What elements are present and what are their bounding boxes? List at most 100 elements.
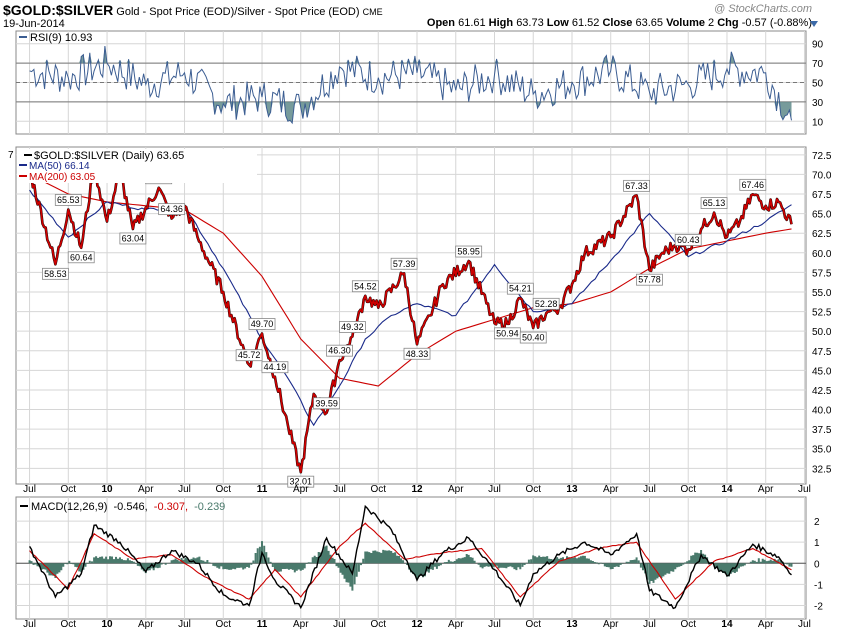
macd-name: MACD(12,26,9) xyxy=(31,501,107,513)
annotation-label: 49.32 xyxy=(341,322,364,332)
volume-label: Volume xyxy=(666,17,705,29)
x-tick-label: Oct xyxy=(216,619,232,630)
price-legend: $GOLD:$SILVER (Daily) 63.65 MA(50) 66.14… xyxy=(17,149,257,183)
annotation-box xyxy=(119,232,147,245)
chart-header: $GOLD:$SILVER Gold - Spot Price (EOD)/Si… xyxy=(3,2,383,18)
price-layer xyxy=(28,165,793,474)
x-tick-label: Jul xyxy=(333,484,346,495)
macd-y-tick-label: 2 xyxy=(814,517,820,528)
macd-line xyxy=(29,504,792,610)
x-tick-label: Jul xyxy=(643,619,656,630)
axis-layer: JulJulOctOct1010AprAprJulJulOctOct1111Ap… xyxy=(8,40,832,630)
x-tick-label: Apr xyxy=(293,484,309,495)
annotation-label: 48.33 xyxy=(406,349,429,359)
ma50-legend-text: MA(50) 66.14 xyxy=(29,161,90,172)
annotation-box xyxy=(390,257,418,270)
price-line xyxy=(28,165,793,474)
watermark: @ StockCharts.com xyxy=(714,3,812,15)
rsi-layer xyxy=(29,45,792,125)
annotation-label: 57.78 xyxy=(638,275,661,285)
x-tick-label: Oct xyxy=(525,484,541,495)
price-annotation: 49.32 xyxy=(339,321,366,333)
annotation-box xyxy=(339,321,366,333)
x-tick-label: Oct xyxy=(680,484,696,495)
annotation-label: 45.72 xyxy=(238,350,261,360)
x-tick-label: 10 xyxy=(101,484,113,495)
price-y-tick-label: 45.0 xyxy=(812,366,832,377)
annotation-label: 39.59 xyxy=(315,398,338,408)
price-y-tick-label: 67.5 xyxy=(812,190,832,201)
price-annotation: 48.33 xyxy=(403,347,431,360)
price-annotation: 58.95 xyxy=(455,245,483,258)
price-y-tick-label: 37.5 xyxy=(812,425,832,436)
open-value: 61.61 xyxy=(458,17,486,29)
annotation-box xyxy=(248,318,276,330)
price-annotation: 67.46 xyxy=(739,178,767,191)
price-annotation: 57.78 xyxy=(636,273,663,286)
price-annotation: 60.64 xyxy=(67,251,95,264)
price-annotation: 39.59 xyxy=(313,397,341,410)
rsi-zone-fill xyxy=(44,46,792,123)
price-annotation: 67.33 xyxy=(623,179,650,192)
rsi-y-tick-label: 50 xyxy=(812,79,824,90)
rsi-y-tick-label: 30 xyxy=(812,98,824,109)
ma200-legend-text: MA(200) 63.05 xyxy=(29,172,96,183)
chg-value: -0.57 (-0.88%) xyxy=(741,17,812,29)
high-label: High xyxy=(488,17,514,29)
price-annotation: 65.13 xyxy=(700,197,728,209)
low-label: Low xyxy=(546,17,569,29)
annotation-label: 50.94 xyxy=(496,328,519,338)
price-annotation: 60.43 xyxy=(674,234,702,246)
signal-line xyxy=(29,522,792,600)
x-tick-label: 13 xyxy=(566,619,578,630)
annotation-label: 65.53 xyxy=(57,195,80,205)
annotation-label: 49.70 xyxy=(251,319,274,329)
grid-layer xyxy=(16,31,806,619)
annotation-box xyxy=(506,282,534,295)
hist-value: -0.239 xyxy=(194,501,225,513)
price-y-tick-label: 65.0 xyxy=(812,210,832,221)
annotation-box xyxy=(158,203,186,216)
symbol-description: Gold - Spot Price (EOD)/Silver - Spot Pr… xyxy=(116,6,360,18)
annotation-box xyxy=(41,267,69,280)
price-annotation: 54.52 xyxy=(351,280,379,293)
close-value: 63.65 xyxy=(635,17,663,29)
price-y-tick-label: 62.5 xyxy=(812,229,832,240)
x-tick-label: Jul xyxy=(178,619,191,630)
annotation-label: 44.19 xyxy=(264,362,287,372)
x-tick-label: 12 xyxy=(411,619,423,630)
x-tick-label: 14 xyxy=(721,619,733,630)
price-annotation: 50.94 xyxy=(494,327,521,340)
macd-legend: MACD(12,26,9) -0.546, -0.307, -0.239 xyxy=(20,501,225,513)
annotation-box xyxy=(519,331,547,344)
annotation-label: 50.40 xyxy=(522,333,545,343)
annotation-label: 46.30 xyxy=(328,346,351,356)
rsi-y-tick-label: 90 xyxy=(812,40,824,51)
x-tick-label: Oct xyxy=(370,484,386,495)
x-tick-label: Apr xyxy=(293,619,309,630)
x-tick-label: Jul xyxy=(798,484,811,495)
price-y-tick-label: 40.0 xyxy=(812,406,832,417)
annotation-box xyxy=(739,178,767,191)
annotation-box xyxy=(235,349,263,362)
dropdown-triangle-icon[interactable] xyxy=(810,21,818,27)
price-annotation: 32.01 xyxy=(287,475,315,488)
symbol: $GOLD:$SILVER xyxy=(3,2,114,18)
annotation-label: 65.13 xyxy=(703,198,726,208)
annotation-label: 60.64 xyxy=(70,252,93,262)
x-tick-label: Oct xyxy=(680,619,696,630)
low-value: 61.52 xyxy=(571,17,600,29)
rsi-line xyxy=(29,45,792,125)
annotation-box xyxy=(403,347,431,360)
annotation-label: 54.52 xyxy=(354,281,377,291)
price-annotation: 64.36 xyxy=(158,203,186,216)
x-tick-label: Jul xyxy=(178,484,191,495)
price-annotation: 58.53 xyxy=(41,267,69,280)
panel-mark: 7 xyxy=(8,150,14,161)
exchange: CME xyxy=(362,7,383,17)
x-tick-label: Apr xyxy=(138,619,154,630)
annotation-box xyxy=(67,251,95,264)
annotation-box xyxy=(351,280,379,293)
annotation-label: 32.01 xyxy=(290,477,313,487)
price-legend-text: $GOLD:$SILVER (Daily) 63.65 xyxy=(34,150,184,162)
